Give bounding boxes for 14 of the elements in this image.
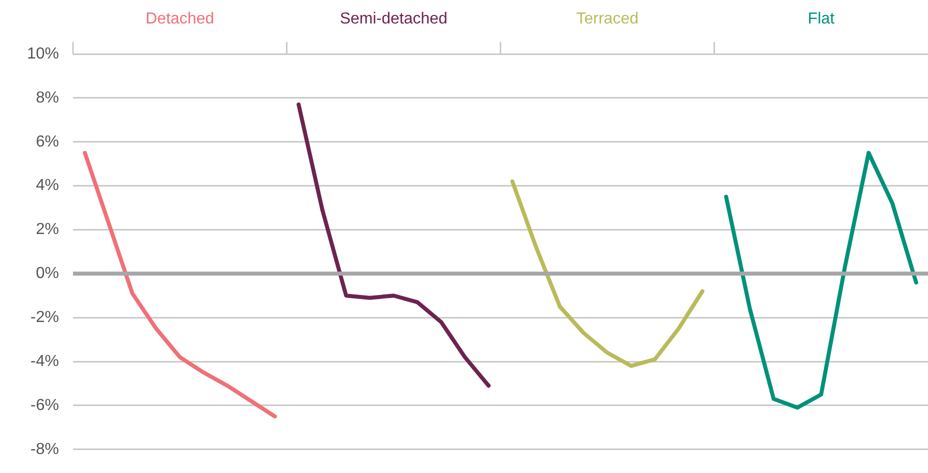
y-tick-label: 10% <box>26 45 59 62</box>
text: Semi-detached <box>340 10 448 28</box>
text: Terraced <box>576 10 638 28</box>
y-tick-label: 8% <box>36 89 59 106</box>
y-tick-label: 0% <box>36 265 59 282</box>
y-tick-label: 4% <box>36 177 59 194</box>
text: Detached <box>146 10 214 28</box>
y-tick-label: 6% <box>36 133 59 150</box>
text: Flat <box>808 10 836 28</box>
y-tick-label: -6% <box>30 396 59 414</box>
y-tick-label: -8% <box>30 440 59 458</box>
y-tick-label: -2% <box>30 309 59 326</box>
y-tick-label: 2% <box>36 221 59 238</box>
y-tick-label: -4% <box>30 352 59 370</box>
